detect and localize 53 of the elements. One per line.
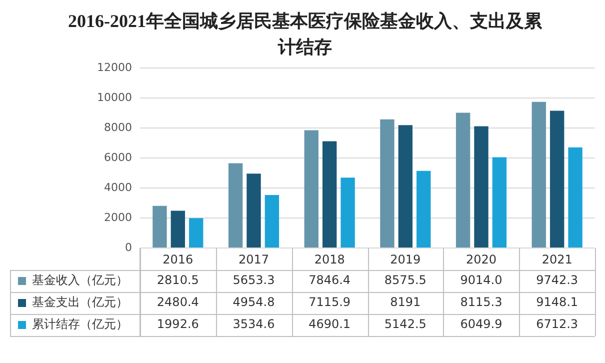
y-tick-label: 4000 [104, 180, 132, 194]
bar [189, 218, 204, 248]
bar [492, 157, 507, 248]
data-label: 8115.3 [460, 295, 502, 310]
data-label: 1992.6 [156, 317, 199, 332]
data-label: 7846.4 [308, 273, 351, 288]
chart-title: 2016-2021年全国城乡居民基本医疗保险基金收入、支出及累计结存 [67, 10, 543, 59]
data-label: 7115.9 [308, 295, 351, 310]
bar [170, 210, 186, 248]
data-label: 2480.4 [156, 295, 199, 310]
bar [398, 125, 413, 248]
data-label: 6712.3 [536, 317, 578, 332]
bar [474, 126, 488, 248]
x-tick-label: 2018 [314, 252, 345, 266]
y-tick-label: 10000 [97, 90, 132, 104]
legend-label: 基金收入（亿元） [32, 273, 128, 288]
x-tick-label: 2017 [238, 252, 270, 266]
bar [264, 194, 280, 248]
data-label: 9014.0 [460, 273, 502, 288]
bar [380, 119, 394, 248]
bar [532, 102, 546, 248]
data-label: 2810.5 [156, 273, 199, 288]
bar [228, 163, 243, 248]
y-tick-label: 8000 [104, 120, 132, 134]
x-tick-label: 2016 [162, 252, 194, 266]
y-tick-label: 2000 [104, 210, 132, 224]
bar [152, 206, 167, 248]
bar [568, 147, 582, 248]
x-tick-label: 2019 [390, 252, 421, 266]
x-tick-label: 2020 [466, 252, 497, 266]
y-tick-label: 12000 [97, 60, 132, 74]
data-label: 5142.5 [384, 317, 426, 332]
data-label: 9148.1 [536, 295, 578, 310]
data-label: 4690.1 [308, 317, 351, 332]
bar [456, 112, 470, 248]
bar [416, 170, 431, 248]
data-label: 9742.3 [536, 273, 578, 288]
data-label: 8191 [390, 295, 421, 310]
data-label: 6049.9 [460, 317, 502, 332]
data-label: 3534.6 [232, 317, 275, 332]
bar [340, 178, 355, 248]
legend-label: 累计结存（亿元） [32, 317, 128, 332]
data-label: 4954.8 [232, 295, 275, 310]
bar [550, 110, 564, 248]
y-tick-label: 0 [125, 240, 132, 254]
bar [322, 141, 337, 248]
x-tick-label: 2021 [542, 252, 572, 266]
legend-label: 基金支出（亿元） [32, 295, 128, 310]
bar [246, 174, 261, 248]
data-label: 5653.3 [232, 273, 275, 288]
bar [304, 130, 318, 248]
y-tick-label: 6000 [104, 150, 132, 164]
data-label: 8575.5 [384, 273, 426, 288]
